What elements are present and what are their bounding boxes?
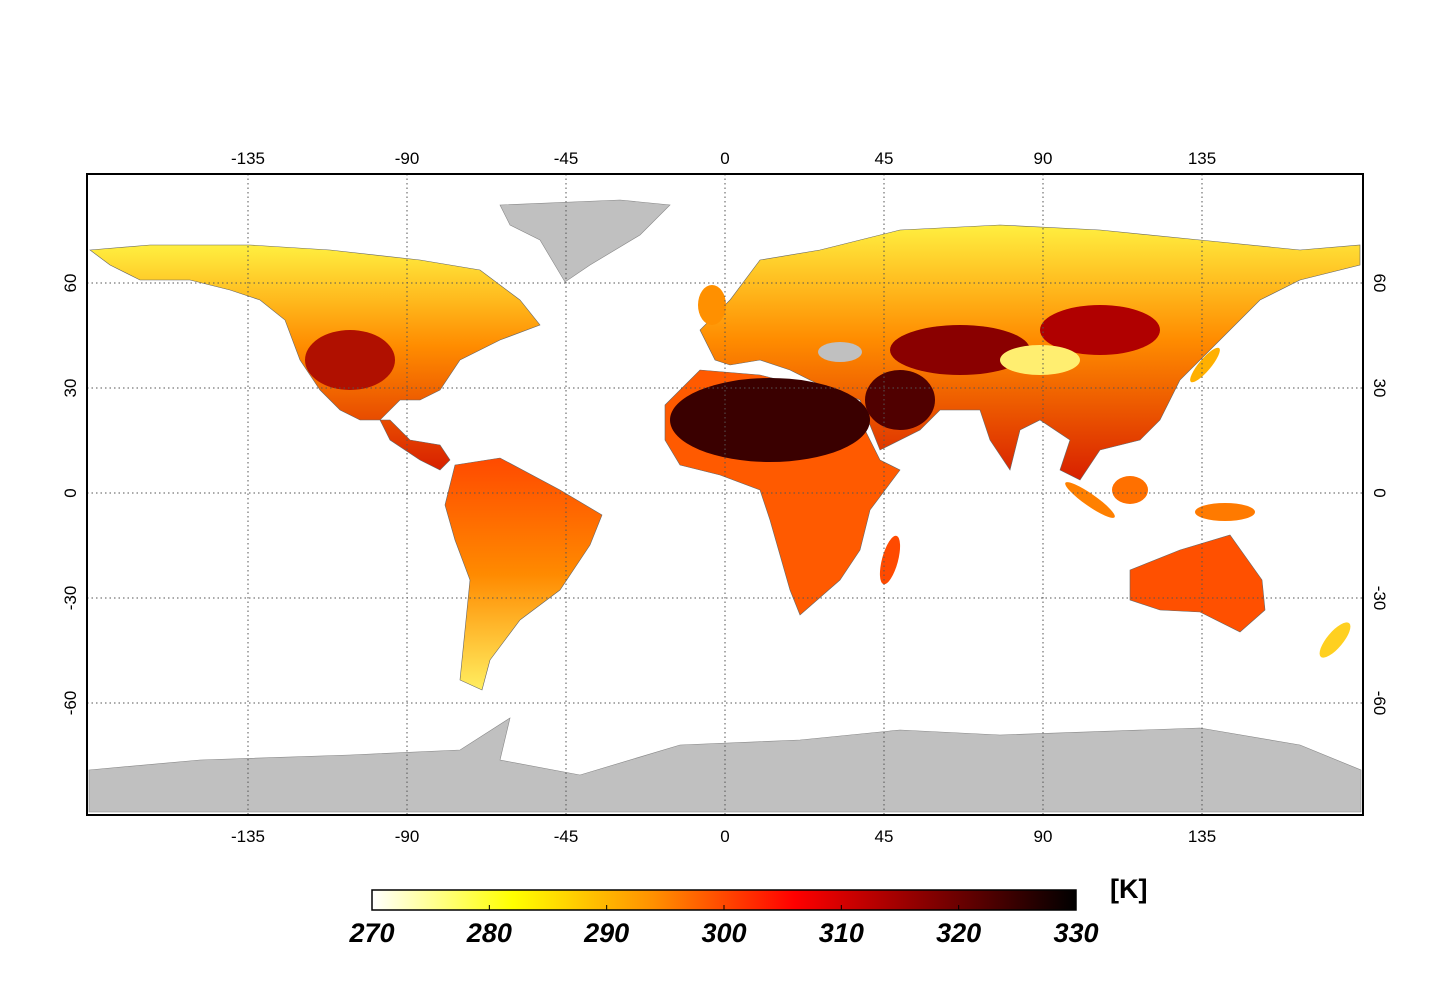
new-guinea xyxy=(1195,503,1255,521)
arabia-hot xyxy=(865,370,935,430)
y-tick-label: 60 xyxy=(61,274,80,293)
grid: -135 -135 -90 -90 -45 -45 0 0 45 45 90 90 135 135 -60 -… xyxy=(61,149,1389,846)
y-tick-label: -60 xyxy=(61,691,80,716)
x-tick-label: -135 xyxy=(231,827,265,846)
colorbar-tick-label: 280 xyxy=(466,918,512,948)
y-tick-label: 60 xyxy=(1370,274,1389,293)
x-tick-label: -90 xyxy=(395,827,420,846)
colorbar-tick-label: 310 xyxy=(819,918,864,948)
tibet-cool xyxy=(1000,345,1080,375)
y-tick-label: -30 xyxy=(61,586,80,611)
sumatra xyxy=(1065,482,1115,518)
borneo xyxy=(1112,476,1148,504)
x-tick-label: 90 xyxy=(1034,149,1053,168)
map-frame xyxy=(86,173,1364,816)
y-tick-label: 0 xyxy=(1370,488,1389,497)
us-hot xyxy=(305,330,395,390)
x-tick-label: 135 xyxy=(1188,149,1216,168)
sahara-hot xyxy=(670,378,870,462)
y-tick-label: 0 xyxy=(61,488,80,497)
central-asia-hot xyxy=(890,325,1030,375)
x-tick-label: 90 xyxy=(1034,827,1053,846)
y-tick-label: 30 xyxy=(61,379,80,398)
australia xyxy=(1129,534,1266,633)
colorbar-tick-label: 330 xyxy=(1053,918,1098,948)
x-tick-label: -135 xyxy=(231,149,265,168)
japan xyxy=(1190,347,1220,383)
madagascar xyxy=(879,535,901,585)
new-zealand xyxy=(1319,622,1351,658)
x-tick-label: -45 xyxy=(554,827,579,846)
colorbar-unit: [K] xyxy=(1110,874,1147,904)
x-tick-label: -45 xyxy=(554,149,579,168)
x-tick-label: 135 xyxy=(1188,827,1216,846)
colorbar-tick-label: 270 xyxy=(348,918,394,948)
east-asia-hot xyxy=(1040,305,1160,355)
caspian xyxy=(818,342,862,362)
colorbar-tick-label: 290 xyxy=(583,918,629,948)
y-tick-label: -30 xyxy=(1370,586,1389,611)
greenland xyxy=(499,199,671,283)
x-tick-label: 45 xyxy=(875,827,894,846)
y-tick-label: -60 xyxy=(1370,691,1389,716)
colorbar: [K] 270 280 290 300 310 320 330 xyxy=(348,874,1147,948)
y-tick-label: 30 xyxy=(1370,379,1389,398)
colorbar-tick-label: 300 xyxy=(701,918,746,948)
x-tick-label: 0 xyxy=(720,827,729,846)
x-tick-label: -90 xyxy=(395,149,420,168)
x-tick-label: 0 xyxy=(720,149,729,168)
x-tick-label: 45 xyxy=(875,149,894,168)
south-america xyxy=(444,457,603,691)
britain xyxy=(698,285,726,325)
colorbar-tick-label: 320 xyxy=(936,918,981,948)
